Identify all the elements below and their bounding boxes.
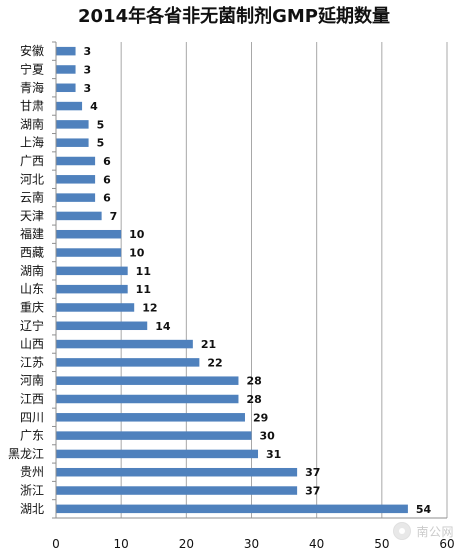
value-label: 14 — [155, 320, 171, 333]
bar-西藏 — [56, 248, 122, 257]
bar-河南 — [56, 376, 239, 385]
value-label: 37 — [305, 485, 320, 498]
x-tick-label: 40 — [309, 537, 324, 551]
x-tick-label: 10 — [114, 537, 129, 551]
category-label: 宁夏 — [20, 61, 44, 76]
bar-上海 — [56, 138, 89, 147]
bar-湖北 — [56, 504, 408, 514]
value-label: 7 — [110, 210, 118, 223]
bar-云南 — [56, 193, 96, 202]
category-label: 湖南 — [20, 263, 44, 278]
x-tick-label: 60 — [439, 537, 454, 551]
value-label: 21 — [201, 338, 216, 351]
category-label: 辽宁 — [20, 318, 44, 333]
x-tick-label: 0 — [52, 537, 60, 551]
value-label: 28 — [246, 375, 261, 388]
category-label: 黑龙江 — [8, 447, 44, 461]
value-label: 6 — [103, 173, 111, 186]
x-tick-label: 50 — [374, 537, 389, 551]
x-tick-labels: 0 10 20 30 40 50 60 — [52, 537, 454, 551]
category-label: 江苏 — [20, 355, 44, 369]
bar-安徽 — [56, 46, 76, 56]
bar-福建 — [56, 229, 122, 239]
category-label: 江西 — [20, 392, 44, 406]
bar-广西 — [56, 156, 96, 166]
bar-贵州 — [56, 467, 298, 477]
category-label: 河北 — [20, 172, 44, 186]
value-labels: 3 3 3 4 5 5 6 6 6 7 10 10 11 11 12 14 21 22 28 28 29 30 31 37 37… — [84, 45, 432, 516]
bar-天津 — [56, 211, 102, 221]
bar-湖南 — [56, 266, 128, 276]
category-label: 浙江 — [20, 484, 44, 498]
category-label: 山东 — [20, 282, 44, 296]
bar-山东 — [56, 284, 128, 294]
category-label: 山西 — [20, 337, 44, 351]
bar-四川 — [56, 413, 245, 422]
wechat-logo-icon — [393, 522, 412, 540]
bar-甘肃 — [56, 101, 83, 111]
x-tick-label: 20 — [179, 537, 194, 551]
bar-湖南 — [56, 120, 89, 129]
category-label: 广西 — [20, 154, 44, 168]
category-label: 云南 — [20, 190, 44, 205]
value-label: 3 — [84, 45, 92, 58]
bar-宁夏 — [56, 65, 76, 74]
value-label: 54 — [416, 503, 432, 516]
category-labels: 安徽宁夏青海甘肃湖南上海广西河北云南天津福建西藏湖南山东重庆辽宁山西江苏河南江西… — [8, 43, 44, 516]
bars — [56, 46, 408, 514]
bar-青海 — [56, 83, 76, 93]
value-label: 3 — [84, 82, 92, 95]
bar-江苏 — [56, 358, 200, 367]
value-label: 30 — [260, 430, 276, 443]
y-axis — [52, 41, 57, 519]
value-label: 5 — [97, 137, 105, 150]
value-label: 28 — [246, 393, 261, 406]
category-label: 广东 — [20, 429, 44, 443]
category-label: 上海 — [20, 135, 44, 150]
value-label: 10 — [129, 228, 145, 241]
watermark: 南公网 — [393, 522, 454, 540]
category-label: 福建 — [20, 226, 44, 241]
bar-广东 — [56, 431, 252, 440]
category-label: 青海 — [20, 80, 44, 95]
value-label: 12 — [142, 301, 157, 314]
watermark-text: 南公网 — [416, 524, 454, 539]
category-label: 天津 — [20, 209, 44, 223]
bar-辽宁 — [56, 321, 148, 331]
bar-重庆 — [56, 303, 135, 312]
bar-河北 — [56, 175, 96, 184]
value-label: 6 — [103, 155, 111, 168]
category-label: 河南 — [20, 373, 44, 388]
value-label: 5 — [97, 118, 105, 131]
bar-山西 — [56, 339, 193, 349]
category-label: 安徽 — [20, 43, 44, 58]
value-label: 22 — [207, 356, 222, 369]
category-label: 重庆 — [20, 300, 44, 314]
category-label: 西藏 — [20, 246, 44, 260]
value-label: 29 — [253, 411, 268, 424]
bar-黑龙江 — [56, 449, 259, 459]
value-label: 3 — [84, 63, 92, 76]
category-label: 四川 — [20, 410, 44, 424]
x-tick-label: 30 — [244, 537, 259, 551]
value-label: 11 — [136, 283, 151, 296]
value-label: 6 — [103, 192, 111, 205]
value-label: 31 — [266, 448, 281, 461]
bar-江西 — [56, 394, 239, 404]
category-label: 湖南 — [20, 116, 44, 131]
grid-lines — [55, 42, 448, 518]
category-label: 贵州 — [20, 465, 44, 479]
value-label: 11 — [136, 265, 151, 278]
value-label: 4 — [90, 100, 98, 113]
category-label: 湖北 — [20, 501, 44, 516]
value-label: 37 — [305, 466, 320, 479]
value-label: 10 — [129, 247, 145, 260]
bar-浙江 — [56, 486, 298, 495]
chart-title: 2014年各省非无菌制剂GMP延期数量 — [78, 5, 390, 27]
category-label: 甘肃 — [20, 99, 44, 113]
